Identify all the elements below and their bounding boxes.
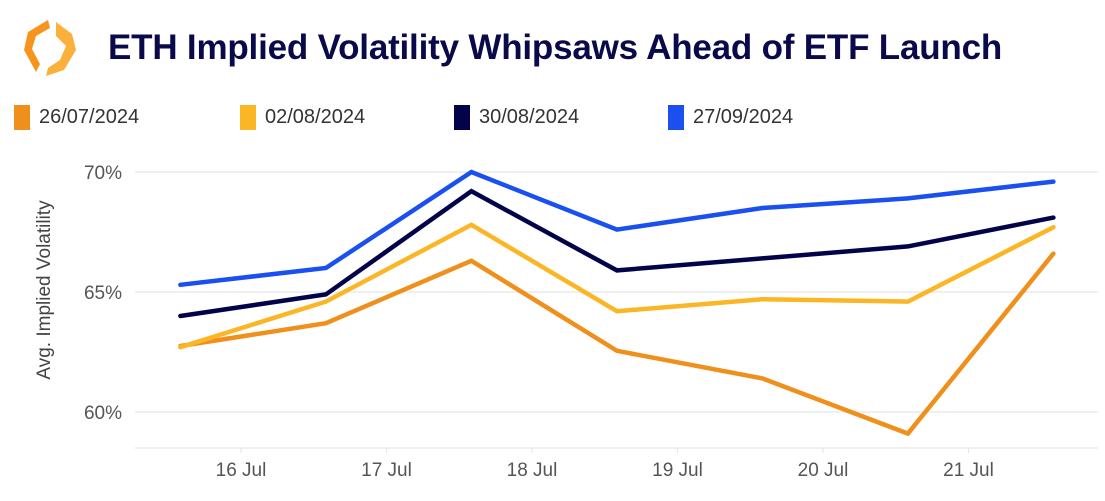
- x-tick-label: 20 Jul: [798, 460, 849, 481]
- legend-item[interactable]: 27/09/2024: [668, 104, 793, 130]
- chart-title: ETH Implied Volatility Whipsaws Ahead of…: [108, 28, 1003, 67]
- legend-swatch: [454, 104, 470, 130]
- legend-label: 30/08/2024: [479, 105, 580, 128]
- legend-label: 27/09/2024: [693, 105, 794, 128]
- x-tick-label: 21 Jul: [943, 460, 994, 481]
- y-tick-label: 60%: [84, 403, 122, 424]
- x-tick-label: 18 Jul: [507, 460, 558, 481]
- series-line-30-08-2024: [178, 188, 1056, 319]
- series-line-26-07-2024: [178, 251, 1056, 437]
- brand-logo: [24, 20, 76, 76]
- x-tick-label: 17 Jul: [361, 460, 412, 481]
- y-tick-label: 70%: [84, 163, 122, 184]
- x-tick-label: 16 Jul: [216, 460, 267, 481]
- legend-item[interactable]: 26/07/2024: [14, 104, 139, 130]
- legend-item[interactable]: 02/08/2024: [240, 104, 365, 130]
- y-tick-label: 65%: [84, 283, 122, 304]
- y-axis-label: Avg. Implied Volatility: [34, 200, 55, 380]
- legend-item[interactable]: 30/08/2024: [454, 104, 579, 130]
- legend-label: 26/07/2024: [39, 105, 140, 128]
- legend-swatch: [14, 104, 30, 130]
- legend-swatch: [240, 104, 256, 130]
- legend-label: 02/08/2024: [265, 105, 366, 128]
- logo-left-chevron: [24, 20, 50, 72]
- x-tick-label: 19 Jul: [652, 460, 703, 481]
- logo-right-chevron: [46, 22, 76, 76]
- legend-swatch: [668, 104, 684, 130]
